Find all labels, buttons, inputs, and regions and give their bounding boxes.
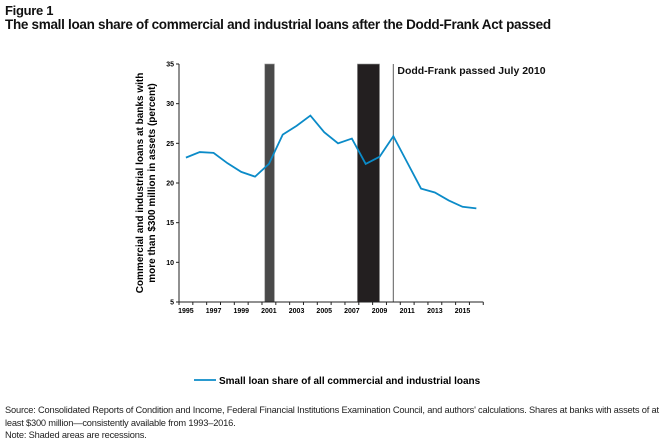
y-tick-label: 35 [166,62,174,69]
figure-label: Figure 1 [5,3,54,18]
chart-title: The small loan share of commercial and i… [5,17,551,32]
y-tick-label: 10 [166,260,174,267]
x-tick-label: 1995 [178,308,194,315]
legend-label: Small loan share of all commercial and i… [219,376,481,387]
y-axis-label: Commercial and industrial loans at banks… [135,73,158,294]
x-tick-label: 2009 [372,308,388,315]
y-tick-label: 25 [166,141,174,148]
x-tick-label: 2001 [261,308,277,315]
source-note: Source: Consolidated Reports of Conditio… [5,405,659,428]
footnotes: Source: Consolidated Reports of Conditio… [5,404,660,442]
x-tick-label: 1997 [206,308,222,315]
x-tick-label: 2007 [344,308,360,315]
series-line [185,114,477,210]
y-tick-label: 30 [166,101,174,108]
recession-bar [357,63,380,303]
x-tick-label: 2015 [455,308,471,315]
y-tick-label: 15 [166,220,174,227]
x-tick-label: 2005 [316,308,332,315]
recession-bar [264,63,275,303]
y-tick-label: 20 [166,181,174,188]
x-tick-label: 2013 [427,308,443,315]
x-tick-label: 1999 [233,308,249,315]
recession-note: Note: Shaded areas are recessions. [5,430,147,440]
y-tick-label: 5 [170,300,174,307]
annotation-label: Dodd-Frank passed July 2010 [397,65,545,77]
x-tick-label: 2011 [400,308,415,315]
x-tick-label: 2003 [289,308,305,315]
